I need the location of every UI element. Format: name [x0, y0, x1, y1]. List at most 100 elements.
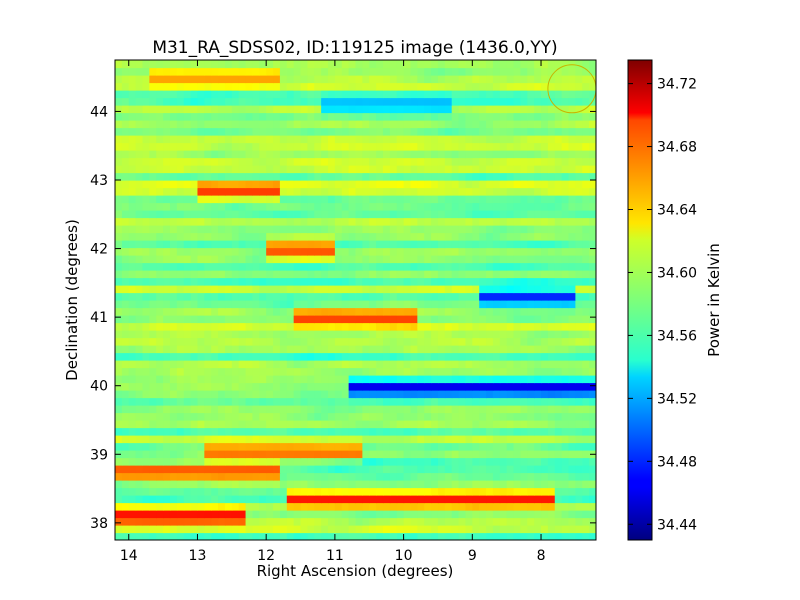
heatmap-cell — [582, 517, 590, 526]
heatmap-cell — [444, 397, 453, 406]
heatmap-cell — [520, 225, 528, 234]
heatmap-cell — [396, 60, 405, 69]
heatmap-cell — [231, 262, 240, 271]
heatmap-cell — [499, 480, 508, 489]
heatmap-cell — [190, 390, 199, 399]
heatmap-cell — [293, 105, 302, 114]
heatmap-cell — [231, 105, 240, 114]
heatmap-cell — [238, 345, 247, 354]
heatmap-cell — [424, 165, 432, 174]
heatmap-cell — [437, 322, 446, 331]
heatmap-cell — [362, 510, 370, 519]
heatmap-cell — [224, 105, 233, 114]
heatmap-cell — [534, 360, 542, 369]
heatmap-cell — [163, 262, 171, 271]
heatmap-cell — [575, 502, 583, 511]
heatmap-cell — [135, 397, 144, 406]
heatmap-cell — [183, 502, 192, 511]
heatmap-cell — [369, 427, 377, 436]
heatmap-cell — [520, 240, 528, 249]
heatmap-cell — [451, 180, 460, 189]
heatmap-cell — [211, 517, 219, 526]
heatmap-cell — [568, 225, 576, 234]
heatmap-cell — [465, 195, 473, 204]
heatmap-cell — [541, 247, 549, 256]
heatmap-cell — [554, 90, 563, 99]
heatmap-cell — [520, 427, 528, 436]
heatmap-cell — [582, 142, 590, 151]
heatmap-cell — [561, 502, 570, 511]
heatmap-cell — [279, 255, 288, 264]
heatmap-cell — [307, 502, 315, 511]
heatmap-cell — [245, 60, 254, 69]
heatmap-cell — [197, 247, 205, 256]
heatmap-cell — [183, 390, 192, 399]
heatmap-cell — [575, 262, 583, 271]
heatmap-cell — [341, 82, 350, 91]
heatmap-cell — [547, 127, 556, 136]
heatmap-cell — [128, 97, 137, 106]
heatmap-cell — [115, 465, 123, 474]
heatmap-cell — [135, 322, 144, 331]
heatmap-cell — [163, 127, 171, 136]
heatmap-cell — [424, 480, 432, 489]
heatmap-cell — [355, 382, 363, 391]
heatmap-cell — [554, 330, 563, 339]
heatmap-cell — [169, 315, 178, 324]
heatmap-cell — [424, 487, 432, 496]
heatmap-cell — [307, 210, 315, 219]
heatmap-cell — [183, 82, 192, 91]
heatmap-cell — [362, 390, 370, 399]
heatmap-cell — [369, 60, 377, 69]
heatmap-cell — [279, 135, 288, 144]
heatmap-cell — [465, 420, 473, 429]
heatmap-cell — [527, 270, 535, 279]
heatmap-cell — [499, 277, 508, 286]
heatmap-cell — [355, 502, 363, 511]
heatmap-cell — [389, 457, 398, 466]
heatmap-cell — [121, 495, 130, 504]
heatmap-cell — [128, 420, 137, 429]
heatmap-cell — [582, 202, 590, 211]
heatmap-cell — [479, 225, 487, 234]
heatmap-cell — [534, 60, 542, 69]
heatmap-cell — [520, 60, 528, 69]
heatmap-cell — [513, 510, 522, 519]
heatmap-cell — [410, 240, 418, 249]
heatmap-cell — [307, 97, 315, 106]
heatmap-cell — [115, 120, 123, 129]
heatmap-cell — [197, 330, 205, 339]
heatmap-cell — [300, 352, 308, 361]
heatmap-cell — [266, 285, 274, 294]
heatmap-cell — [369, 337, 377, 346]
heatmap-cell — [279, 187, 288, 196]
heatmap-cell — [266, 427, 274, 436]
heatmap-cell — [568, 412, 576, 421]
heatmap-cell — [437, 262, 446, 271]
heatmap-cell — [231, 270, 240, 279]
heatmap-cell — [465, 390, 473, 399]
heatmap-cell — [183, 172, 192, 181]
heatmap-cell — [568, 450, 576, 459]
heatmap-cell — [513, 450, 522, 459]
heatmap-cell — [224, 285, 233, 294]
heatmap-cell — [589, 165, 596, 174]
heatmap-cell — [472, 532, 480, 540]
heatmap-cell — [362, 412, 370, 421]
heatmap-cell — [486, 82, 494, 91]
heatmap-cell — [135, 345, 144, 354]
heatmap-cell — [582, 480, 590, 489]
heatmap-cell — [266, 97, 274, 106]
heatmap-cell — [355, 60, 363, 69]
heatmap-cell — [334, 450, 343, 459]
heatmap-cell — [527, 225, 535, 234]
heatmap-cell — [589, 465, 596, 474]
heatmap-cell — [492, 487, 501, 496]
heatmap-cell — [458, 240, 467, 249]
heatmap-cell — [424, 457, 432, 466]
heatmap-cell — [369, 435, 377, 444]
heatmap-cell — [437, 217, 446, 226]
heatmap-cell — [231, 165, 240, 174]
heatmap-cell — [293, 60, 302, 69]
heatmap-cell — [197, 210, 205, 219]
